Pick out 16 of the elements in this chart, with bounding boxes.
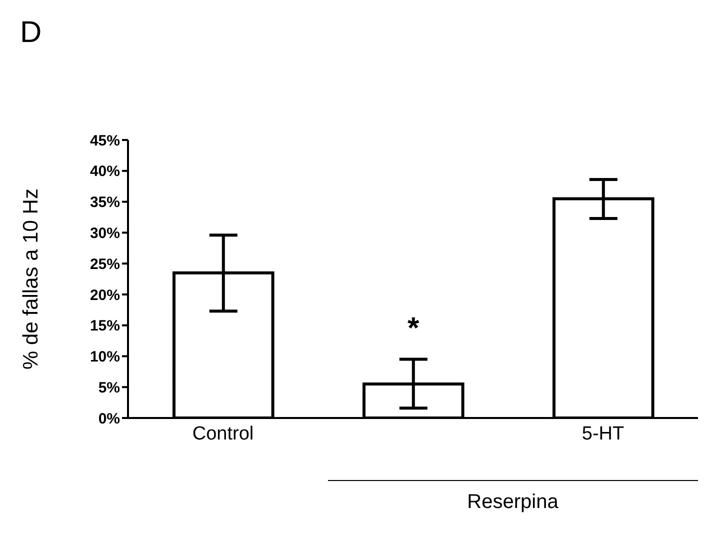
text: Reserpina xyxy=(328,480,698,514)
x-tick-label: 5-HT xyxy=(582,423,624,444)
y-tick-label: 45% xyxy=(90,132,120,150)
y-tick-label: 30% xyxy=(90,224,120,242)
y-tick-label: 25% xyxy=(90,256,120,273)
y-tick-label: 10% xyxy=(90,348,120,366)
y-tick-label: 40% xyxy=(90,163,120,180)
x-tick-label: Control xyxy=(192,423,254,444)
data-label: * xyxy=(408,312,420,346)
y-axis-title: % de fallas a 10 Hz xyxy=(19,188,42,370)
y-tick-label: 5% xyxy=(98,379,120,396)
chart-title: D xyxy=(20,16,42,50)
y-tick-label: 35% xyxy=(90,194,120,212)
y-tick-label: 20% xyxy=(90,286,120,304)
y-tick-label: 0% xyxy=(98,410,120,428)
y-tick-label: 15% xyxy=(90,318,120,335)
